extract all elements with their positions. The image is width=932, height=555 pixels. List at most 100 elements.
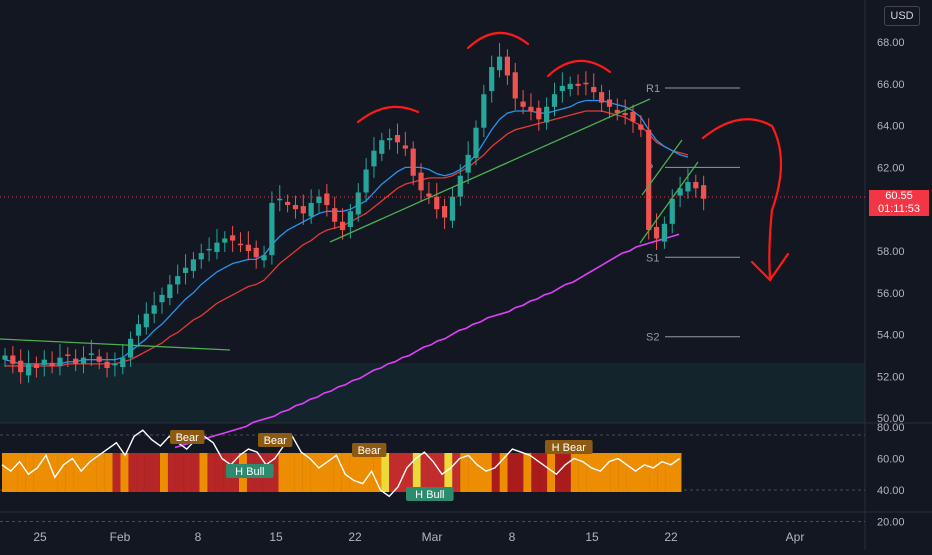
- osc-heat-cell: [57, 453, 66, 492]
- osc-heat-cell: [673, 453, 682, 492]
- candle-body: [285, 201, 291, 206]
- osc-heat-cell: [634, 453, 642, 492]
- candle-body: [120, 357, 126, 367]
- x-tick-label: 15: [585, 530, 599, 544]
- candle-body: [661, 223, 667, 242]
- candle-body: [182, 267, 189, 273]
- osc-heat-cell: [420, 453, 429, 492]
- osc-heat-cell: [626, 453, 635, 492]
- osc-heat-cell: [65, 453, 74, 492]
- candle-body: [104, 361, 110, 369]
- candle-body: [159, 294, 165, 303]
- osc-heat-cell: [207, 453, 216, 492]
- candle-body: [80, 357, 87, 364]
- candle-body: [316, 196, 322, 203]
- osc-heat-cell: [152, 453, 161, 492]
- candle-body: [261, 255, 267, 261]
- candle-body: [653, 226, 660, 239]
- candle-body: [489, 67, 495, 92]
- candle-body: [387, 138, 393, 141]
- oscillator-line: [1, 429, 681, 498]
- candle-body: [496, 56, 503, 71]
- candle-body: [465, 154, 471, 173]
- osc-heat-cell: [9, 453, 18, 492]
- x-tick-label: 15: [269, 530, 283, 544]
- hand-drawn-annotation: [701, 118, 783, 280]
- candle-body: [65, 354, 71, 356]
- candle-body: [88, 353, 94, 355]
- candle-body: [583, 82, 589, 85]
- bear-label: Bear: [358, 445, 382, 457]
- osc-heat-cell: [570, 453, 579, 492]
- osc-heat-cell: [167, 453, 176, 492]
- pivot-label: S2: [646, 332, 659, 344]
- candle-body: [57, 357, 63, 366]
- osc-heat-cell: [33, 453, 42, 492]
- candle-body: [410, 148, 416, 176]
- osc-heat-cell: [468, 453, 477, 492]
- bull-label: H Bull: [235, 466, 264, 478]
- osc-heat-cell: [2, 453, 10, 492]
- candle-body: [222, 238, 228, 243]
- osc-y-tick-label: 40.00: [877, 485, 905, 497]
- osc-heat-cell: [531, 453, 540, 492]
- bear-label-bg: [545, 440, 593, 454]
- candle-body: [292, 205, 299, 210]
- candle-body: [473, 127, 479, 158]
- x-tick-label: Feb: [110, 530, 131, 544]
- candle-body: [567, 83, 573, 90]
- x-tick-label: 22: [664, 530, 678, 544]
- candle-body: [622, 113, 628, 116]
- trendline-rising: [329, 98, 651, 243]
- candle-body: [332, 208, 338, 222]
- candle-body: [638, 124, 644, 130]
- candle-body: [324, 193, 330, 206]
- candle-body: [599, 92, 605, 103]
- osc-heat-cell: [641, 453, 650, 492]
- candle-body: [646, 129, 652, 231]
- candle-body: [512, 72, 518, 99]
- candle-body: [167, 284, 173, 299]
- osc-heat-cell: [547, 453, 556, 492]
- osc-heat-cell: [476, 453, 484, 492]
- y-tick-label: 64.00: [877, 121, 905, 133]
- osc-heat-cell: [278, 453, 287, 492]
- osc-heat-cell: [562, 453, 571, 492]
- y-tick-label: 68.00: [877, 37, 905, 49]
- osc-heat-cell: [144, 453, 153, 492]
- candle-body: [96, 356, 102, 362]
- osc-heat-cell: [41, 453, 50, 492]
- y-tick-label: 62.00: [877, 162, 905, 174]
- hand-drawn-annotation: [356, 105, 420, 124]
- trendline-left: [0, 338, 231, 351]
- osc-heat-cell: [523, 453, 532, 492]
- candle-body: [669, 198, 675, 224]
- osc-heat-cell: [81, 453, 89, 492]
- osc-heat-cell: [286, 453, 295, 492]
- x-tick-label: 8: [509, 530, 516, 544]
- ma-long-line: [174, 233, 680, 449]
- osc-heat-cell: [460, 453, 469, 492]
- candle-body: [701, 185, 707, 199]
- bear-label: Bear: [176, 432, 200, 444]
- y-tick-label: 66.00: [877, 79, 905, 91]
- candle-body: [363, 169, 369, 193]
- osc-heat-cell: [128, 453, 137, 492]
- osc-heat-cell: [349, 453, 358, 492]
- osc-heat-cell: [191, 453, 200, 492]
- candle-body: [544, 106, 550, 123]
- x-tick-label: Mar: [422, 530, 443, 544]
- osc-heat-cell: [610, 453, 619, 492]
- osc-heat-cell: [310, 453, 319, 492]
- osc-heat-cell: [657, 453, 666, 492]
- osc-heat-cell: [302, 453, 311, 492]
- candle-body: [237, 243, 244, 246]
- osc-heat-cell: [318, 453, 326, 492]
- y-tick-label: 54.00: [877, 330, 905, 342]
- candle-body: [371, 150, 377, 167]
- osc-heat-cell: [507, 453, 516, 492]
- hand-drawn-annotation: [546, 59, 612, 78]
- currency-button[interactable]: USD: [884, 6, 920, 26]
